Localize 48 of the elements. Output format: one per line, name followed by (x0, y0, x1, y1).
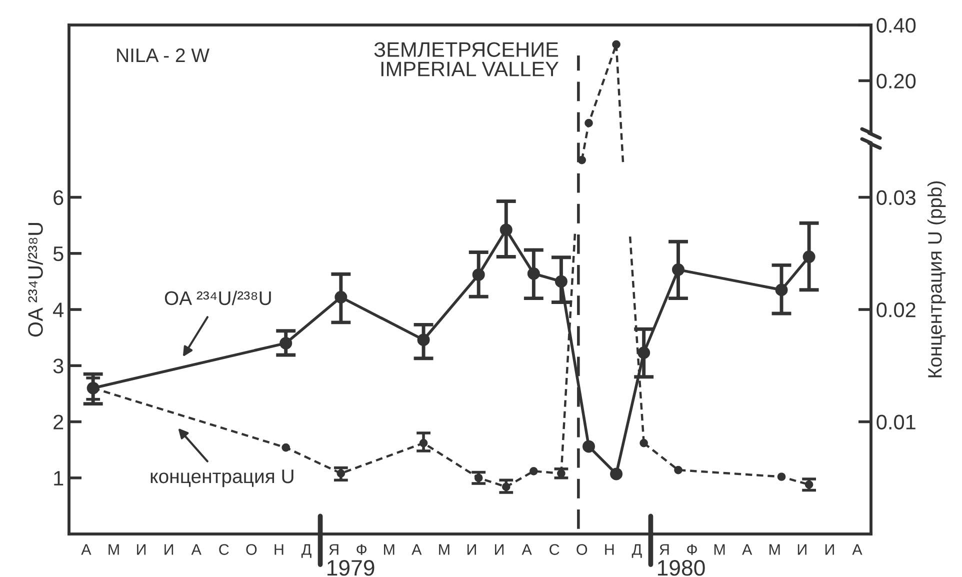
x-tick-label: Н (605, 544, 614, 555)
x-tick-label: М (439, 544, 450, 555)
x-tick-label: Д (301, 544, 312, 558)
text: 1979 (328, 560, 374, 576)
x-tick-label: А (742, 544, 752, 555)
x-tick-label: А (522, 544, 532, 555)
x-tick-label: М (384, 544, 394, 555)
y-tick-label: 6 (54, 190, 64, 206)
x-tick-label: Ф (356, 544, 366, 555)
x-tick-label: О (576, 544, 588, 555)
y2-tick-label: 0.02 (876, 302, 916, 318)
x-tick-label: И (467, 544, 476, 555)
x-tick-label: И (798, 544, 806, 555)
x-tick-label: О (246, 544, 257, 555)
y3-tick-label: 0.20 (876, 74, 916, 88)
y-tick-label: 4 (53, 302, 64, 318)
y2-axis-title: Концентрация U (ppb) (928, 181, 946, 378)
x-tick-label: И (825, 544, 834, 555)
x-tick-label: Я (329, 544, 338, 555)
y-axis-title: OA ²³⁴U/²³⁸U (28, 223, 43, 337)
x-tick-label: И (137, 544, 146, 555)
x-tick-label: А (191, 544, 202, 555)
x-tick-label: Ф (687, 544, 697, 555)
x-tick-label: И (495, 544, 504, 555)
annotation: OA ²³⁴U/²³⁸U (164, 290, 271, 306)
x-tick-label: А (81, 544, 92, 555)
y-tick-label: 5 (53, 246, 64, 262)
x-tick-label: Д (632, 544, 642, 558)
x-tick-label: Н (274, 544, 284, 555)
y-tick-label: 3 (53, 358, 64, 374)
x-tick-label: Я (660, 544, 669, 555)
annotation: NILA - 2 W (117, 48, 210, 62)
x-tick-label: М (714, 544, 725, 555)
y2-tick-label: 0.01 (876, 414, 916, 430)
x-tick-label: А (412, 544, 422, 555)
x-tick-label: С (219, 544, 229, 555)
text: 1980 (658, 560, 705, 576)
annotation: концентрация U (150, 470, 294, 488)
x-tick-label: М (108, 544, 119, 555)
annotation: ЗЕМЛЕТРЯСЕНИЕ IMPERIAL VALLEY (374, 42, 559, 76)
x-tick-label: И (164, 544, 174, 555)
x-tick-label: А (852, 544, 862, 555)
y2-tick-label: 0.03 (876, 190, 916, 206)
y-tick-label: 2 (54, 414, 64, 430)
y-tick-label: 1 (54, 471, 64, 486)
x-tick-label: М (770, 544, 780, 555)
x-tick-label: С (550, 544, 560, 555)
y3-tick-label: 0.40 (876, 18, 916, 33)
